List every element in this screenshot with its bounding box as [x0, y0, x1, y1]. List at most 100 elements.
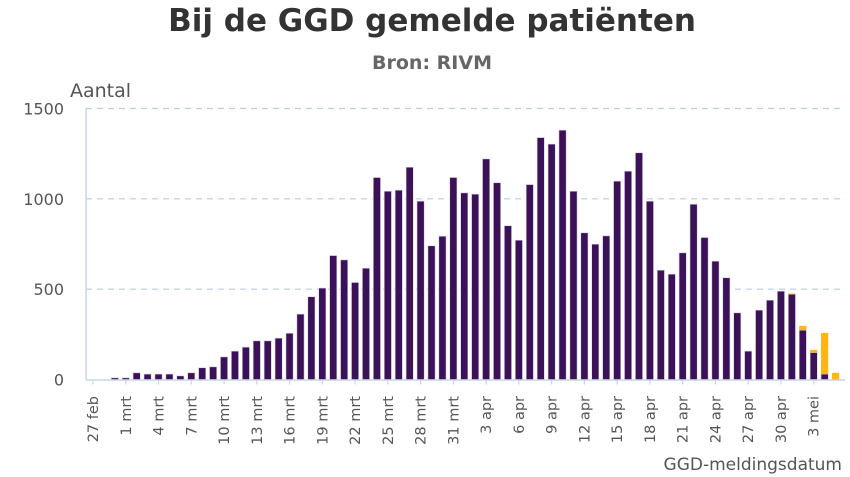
bar — [471, 193, 480, 380]
bar — [558, 129, 567, 380]
bar — [525, 184, 534, 380]
x-tick-label: 18 apr — [643, 396, 659, 443]
bar-segment-secondary — [810, 349, 818, 353]
bar — [329, 255, 338, 380]
bar — [482, 158, 491, 380]
y-axis-ticks: 0 500 1000 1500 — [23, 100, 64, 390]
x-axis-label: GGD-meldingsdatum — [664, 455, 842, 475]
bar — [755, 309, 764, 380]
y-tick-label: 1500 — [23, 100, 64, 119]
y-tick-label: 1000 — [23, 190, 64, 209]
bar-segment-secondary — [788, 293, 796, 295]
bar — [318, 287, 327, 380]
bar — [536, 137, 545, 380]
x-tick-label: 4 mrt — [152, 396, 168, 436]
bar — [514, 239, 523, 380]
bar — [362, 267, 370, 380]
bar — [744, 350, 753, 380]
x-tick-label: 3 mei — [807, 396, 823, 437]
bar — [613, 180, 622, 380]
bar — [154, 373, 163, 380]
bar — [285, 332, 294, 380]
bar — [165, 373, 174, 380]
x-tick-label: 24 apr — [708, 396, 724, 443]
bar — [121, 377, 130, 380]
bar — [209, 366, 218, 380]
bar — [646, 200, 654, 380]
x-tick-label: 27 apr — [741, 396, 757, 443]
bar — [602, 235, 611, 380]
bar — [809, 352, 818, 380]
x-tick-label: 13 mrt — [250, 396, 266, 445]
x-tick-label: 6 apr — [512, 396, 528, 434]
bar — [733, 312, 742, 380]
y-tick-label: 0 — [54, 371, 64, 390]
bar — [340, 259, 349, 380]
x-tick-label: 9 apr — [545, 396, 561, 434]
chart-subtitle: Bron: RIVM — [372, 52, 492, 74]
x-tick-label: 12 apr — [577, 396, 593, 443]
bar — [241, 346, 250, 380]
bar — [416, 200, 425, 380]
bar — [449, 177, 458, 380]
x-tick-label: 10 mrt — [217, 396, 233, 445]
x-tick-label: 22 mrt — [348, 396, 364, 445]
bar — [296, 313, 305, 380]
bar — [252, 340, 261, 380]
bar — [504, 225, 512, 380]
bar — [787, 293, 796, 380]
bar — [438, 235, 447, 380]
bar — [110, 377, 119, 380]
bar — [580, 232, 589, 380]
bar — [678, 252, 687, 380]
x-tick-label: 3 apr — [479, 396, 495, 434]
x-tick-label: 21 apr — [676, 396, 692, 443]
x-tick-label: 7 mrt — [184, 396, 200, 436]
bar — [427, 245, 436, 380]
bar — [656, 269, 665, 380]
bar — [143, 373, 152, 380]
y-axis-label: Aantal — [70, 80, 131, 102]
bar — [766, 299, 774, 380]
x-tick-label: 19 mrt — [315, 396, 331, 445]
bar — [373, 177, 381, 380]
bar — [820, 373, 829, 380]
bar — [711, 260, 720, 380]
bar — [274, 337, 283, 380]
x-tick-label: 28 mrt — [414, 396, 430, 445]
bar — [176, 375, 185, 380]
bar — [700, 237, 709, 380]
bar — [798, 329, 807, 380]
bar — [667, 273, 676, 380]
bar — [351, 282, 359, 380]
bar-segment-secondary — [821, 332, 829, 375]
bar — [231, 350, 239, 380]
bar — [460, 192, 469, 380]
bar — [220, 356, 228, 380]
bars — [110, 129, 840, 380]
bar — [307, 296, 316, 380]
bar — [722, 277, 731, 380]
bar — [132, 372, 141, 380]
x-tick-label: 30 apr — [774, 396, 790, 443]
bar — [569, 190, 578, 380]
bar — [591, 243, 600, 380]
bar — [777, 290, 785, 380]
x-tick-label: 31 mrt — [446, 396, 462, 445]
x-tick-label: 27 feb — [86, 396, 102, 442]
bar — [198, 367, 207, 380]
x-tick-label: 1 mrt — [119, 396, 135, 436]
bar-segment-secondary — [799, 325, 807, 331]
bar — [394, 189, 403, 380]
bar — [624, 170, 632, 380]
bar-segment-secondary — [831, 372, 840, 380]
chart-title: Bij de GGD gemelde patiënten — [168, 3, 696, 39]
x-tick-label: 25 mrt — [381, 396, 397, 445]
x-tick-label: 16 mrt — [283, 396, 299, 445]
bar — [493, 182, 501, 380]
bar — [383, 190, 392, 380]
bar — [635, 152, 643, 380]
bar — [547, 143, 556, 380]
bar — [689, 203, 698, 380]
